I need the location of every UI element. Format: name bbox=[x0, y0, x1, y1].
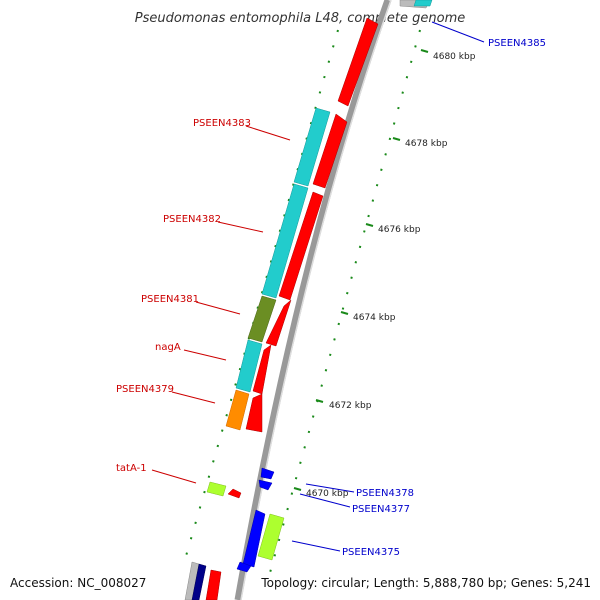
gene-label-nagA[interactable]: nagA bbox=[155, 342, 181, 353]
gene-label-PSEEN4378[interactable]: PSEEN4378 bbox=[356, 488, 414, 499]
tick-mark bbox=[293, 487, 302, 491]
tick-mark bbox=[315, 399, 324, 403]
tick-label: 4678 kbp bbox=[405, 139, 448, 149]
leader-line bbox=[217, 221, 264, 233]
colored-cds-track bbox=[184, 107, 331, 600]
cds-feature[interactable] bbox=[227, 488, 242, 499]
cds-feature[interactable] bbox=[242, 509, 266, 568]
cds-feature[interactable] bbox=[413, 0, 433, 7]
cds-feature[interactable] bbox=[257, 513, 285, 561]
leader-line bbox=[245, 125, 291, 141]
tick-label: 4672 kbp bbox=[329, 401, 372, 411]
cds-feature[interactable] bbox=[225, 389, 250, 431]
tick-mark bbox=[392, 137, 401, 141]
backbone-highlight bbox=[240, 0, 392, 600]
accession-label: Accession: NC_008027 bbox=[10, 576, 146, 590]
cds-feature[interactable] bbox=[184, 561, 200, 600]
tick-label: 4670 kbp bbox=[306, 489, 349, 499]
cds-feature[interactable] bbox=[247, 295, 277, 343]
tick-marks bbox=[293, 49, 429, 491]
leader-line bbox=[171, 391, 216, 404]
cds-feature[interactable] bbox=[245, 393, 263, 433]
forward-cds-track bbox=[205, 17, 379, 600]
gene-label-PSEEN4377[interactable]: PSEEN4377 bbox=[352, 504, 410, 515]
reverse-gene-labels: PSEEN4385 PSEEN4378 PSEEN4377 PSEEN4375 bbox=[342, 38, 546, 558]
leader-line bbox=[431, 21, 485, 43]
gene-label-PSEEN4375[interactable]: PSEEN4375 bbox=[342, 547, 400, 558]
cds-feature[interactable] bbox=[235, 339, 263, 393]
outer-guide-track bbox=[185, 29, 339, 557]
gene-label-PSEEN4385[interactable]: PSEEN4385 bbox=[488, 38, 546, 49]
map-title: Pseudomonas entomophila L48, complete ge… bbox=[135, 11, 466, 26]
leader-line bbox=[305, 483, 355, 493]
cds-feature[interactable] bbox=[261, 183, 309, 299]
cds-feature[interactable] bbox=[312, 113, 348, 189]
cds-feature[interactable] bbox=[258, 479, 273, 491]
gene-label-PSEEN4379[interactable]: PSEEN4379 bbox=[116, 384, 174, 395]
gene-label-tatA-1[interactable]: tatA-1 bbox=[116, 463, 147, 474]
reverse-cds-track bbox=[236, 0, 433, 573]
leader-line bbox=[291, 540, 341, 552]
leader-line bbox=[195, 301, 241, 315]
cds-feature[interactable] bbox=[265, 299, 292, 347]
leader-line bbox=[299, 493, 351, 508]
tick-mark bbox=[420, 49, 429, 53]
tick-label: 4680 kbp bbox=[433, 52, 476, 62]
cds-feature[interactable] bbox=[260, 467, 275, 480]
backbone bbox=[234, 0, 392, 600]
gene-label-PSEEN4381[interactable]: PSEEN4381 bbox=[141, 294, 199, 305]
forward-gene-labels: PSEEN4383 PSEEN4382 PSEEN4381 nagA PSEEN… bbox=[116, 118, 251, 474]
tick-mark bbox=[365, 223, 374, 227]
tick-label: 4674 kbp bbox=[353, 313, 396, 323]
leader-line bbox=[183, 349, 227, 361]
cds-feature[interactable] bbox=[293, 107, 331, 187]
leader-line bbox=[151, 469, 197, 484]
gene-label-PSEEN4383[interactable]: PSEEN4383 bbox=[193, 118, 251, 129]
gene-label-PSEEN4382[interactable]: PSEEN4382 bbox=[163, 214, 221, 225]
tick-mark bbox=[340, 311, 349, 315]
cds-feature[interactable] bbox=[278, 191, 324, 301]
cds-feature[interactable] bbox=[236, 561, 252, 573]
leader-lines bbox=[151, 21, 485, 552]
cds-feature[interactable] bbox=[337, 17, 379, 107]
cds-feature[interactable] bbox=[205, 569, 222, 600]
guide-tracks bbox=[185, 29, 421, 581]
backbone-line bbox=[234, 0, 392, 600]
cds-feature[interactable] bbox=[206, 481, 227, 497]
cds-feature[interactable] bbox=[191, 563, 207, 600]
tick-label: 4676 kbp bbox=[378, 225, 421, 235]
topology-label: Topology: circular; Length: 5,888,780 bp… bbox=[260, 576, 591, 590]
